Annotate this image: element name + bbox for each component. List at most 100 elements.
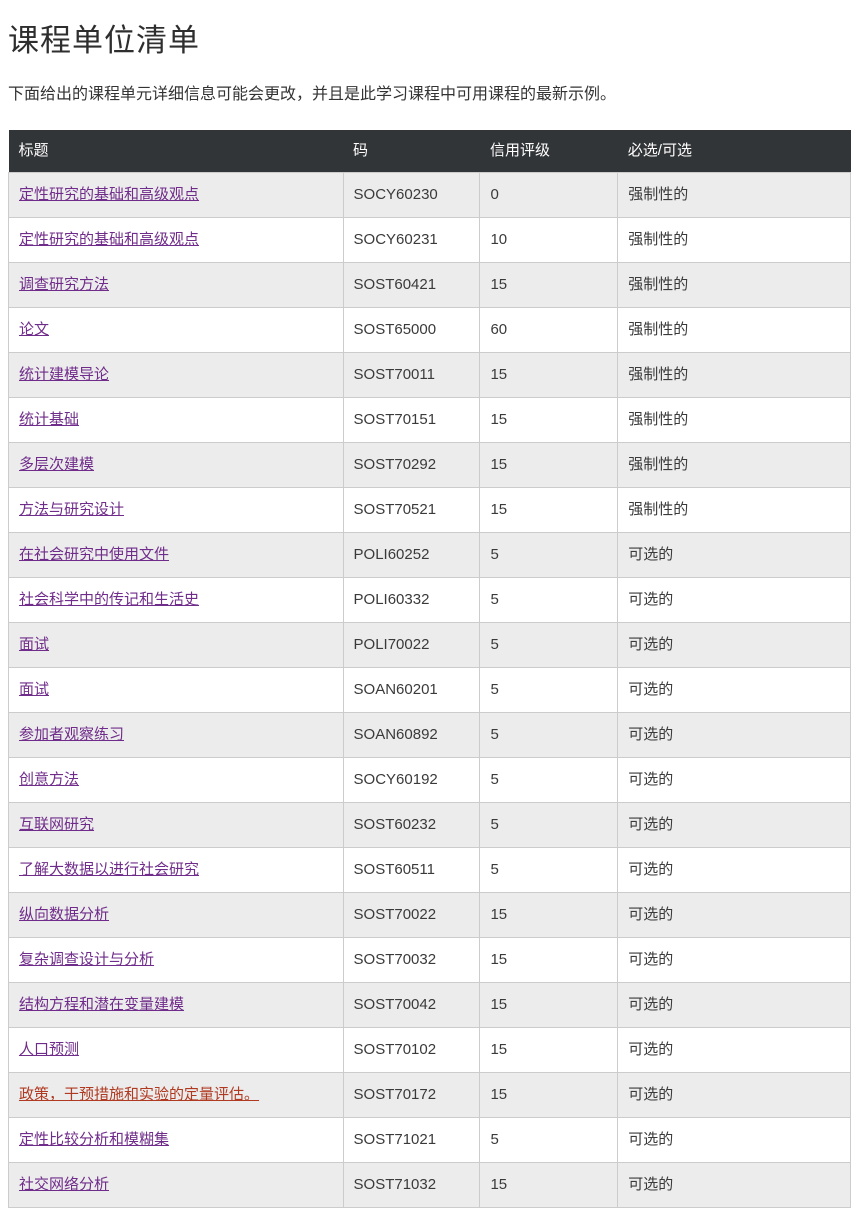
- course-code-cell: SOST70102: [342, 1027, 481, 1073]
- course-code-cell: SOAN60201: [342, 667, 481, 713]
- requirement-cell: 强制性的: [617, 172, 851, 218]
- course-title-link[interactable]: 定性比较分析和模糊集: [19, 1131, 170, 1148]
- course-title-link[interactable]: 纵向数据分析: [19, 906, 110, 923]
- course-code-cell: SOST65000: [342, 307, 481, 353]
- requirement-cell: 可选的: [617, 1072, 851, 1118]
- course-title-link[interactable]: 复杂调查设计与分析: [19, 951, 155, 968]
- course-title-cell: 在社会研究中使用文件: [8, 532, 344, 578]
- table-row: 定性研究的基础和高级观点 SOCY60231 10 强制性的: [8, 217, 851, 263]
- course-code-cell: SOST70042: [342, 982, 481, 1028]
- table-row: 创意方法 SOCY60192 5 可选的: [8, 757, 851, 803]
- credit-rating-cell: 15: [479, 442, 619, 488]
- table-row: 论文 SOST65000 60 强制性的: [8, 307, 851, 353]
- course-code-cell: SOST71032: [342, 1162, 481, 1208]
- course-title-link[interactable]: 统计建模导论: [19, 366, 110, 383]
- course-code-cell: POLI60332: [342, 577, 481, 623]
- requirement-cell: 可选的: [617, 712, 851, 758]
- course-title-cell: 论文: [8, 307, 344, 353]
- table-row: 定性研究的基础和高级观点 SOCY60230 0 强制性的: [8, 172, 851, 218]
- course-title-link[interactable]: 面试: [19, 636, 50, 653]
- course-title-link[interactable]: 创意方法: [19, 771, 80, 788]
- course-title-link[interactable]: 参加者观察练习: [19, 726, 125, 743]
- course-title-link[interactable]: 方法与研究设计: [19, 501, 125, 518]
- table-row: 在社会研究中使用文件 POLI60252 5 可选的: [8, 532, 851, 578]
- course-code-cell: SOCY60231: [342, 217, 481, 263]
- course-title-cell: 定性比较分析和模糊集: [8, 1117, 344, 1163]
- credit-rating-cell: 0: [479, 172, 619, 218]
- requirement-cell: 可选的: [617, 892, 851, 938]
- course-title-link[interactable]: 了解大数据以进行社会研究: [19, 861, 200, 878]
- requirement-cell: 可选的: [617, 1027, 851, 1073]
- credit-rating-cell: 15: [479, 892, 619, 938]
- requirement-cell: 可选的: [617, 1117, 851, 1163]
- course-title-link[interactable]: 政策，干预措施和实验的定量评估。: [19, 1086, 260, 1103]
- course-title-link[interactable]: 人口预测: [19, 1041, 80, 1058]
- requirement-cell: 可选的: [617, 757, 851, 803]
- course-title-cell: 社交网络分析: [8, 1162, 344, 1208]
- course-code-cell: SOST70022: [342, 892, 481, 938]
- requirement-cell: 可选的: [617, 982, 851, 1028]
- course-title-link[interactable]: 统计基础: [19, 411, 80, 428]
- course-code-cell: SOST70151: [342, 397, 481, 443]
- course-title-link[interactable]: 在社会研究中使用文件: [19, 546, 170, 563]
- course-title-link[interactable]: 调查研究方法: [19, 276, 110, 293]
- course-code-cell: POLI70022: [342, 622, 481, 668]
- course-title-cell: 人口预测: [8, 1027, 344, 1073]
- credit-rating-cell: 15: [479, 352, 619, 398]
- requirement-cell: 可选的: [617, 802, 851, 848]
- course-title-cell: 定性研究的基础和高级观点: [8, 217, 344, 263]
- course-code-cell: POLI60252: [342, 532, 481, 578]
- credit-rating-cell: 15: [479, 937, 619, 983]
- course-code-cell: SOAN60892: [342, 712, 481, 758]
- requirement-cell: 可选的: [617, 532, 851, 578]
- course-title-cell: 创意方法: [8, 757, 344, 803]
- course-code-cell: SOST70032: [342, 937, 481, 983]
- course-title-cell: 纵向数据分析: [8, 892, 344, 938]
- course-code-cell: SOST70172: [342, 1072, 481, 1118]
- course-table-body: 定性研究的基础和高级观点 SOCY60230 0 强制性的 定性研究的基础和高级观点 SO…: [8, 172, 851, 1208]
- course-title-link[interactable]: 定性研究的基础和高级观点: [19, 231, 200, 248]
- course-title-cell: 面试: [8, 622, 344, 668]
- column-header-credit-rating: 信用评级: [479, 130, 618, 173]
- requirement-cell: 可选的: [617, 847, 851, 893]
- credit-rating-cell: 5: [479, 802, 619, 848]
- requirement-cell: 强制性的: [617, 442, 851, 488]
- requirement-cell: 可选的: [617, 1162, 851, 1208]
- course-units-page: 课程单位清单 下面给出的课程单元详细信息可能会更改，并且是此学习课程中可用课程的…: [0, 22, 859, 1208]
- column-header-requirement: 必选/可选: [617, 130, 851, 173]
- course-title-link[interactable]: 面试: [19, 681, 50, 698]
- table-row: 人口预测 SOST70102 15 可选的: [8, 1027, 851, 1073]
- requirement-cell: 可选的: [617, 937, 851, 983]
- column-header-title: 标题: [8, 130, 344, 173]
- course-code-cell: SOCY60192: [342, 757, 481, 803]
- course-code-cell: SOST60511: [342, 847, 481, 893]
- table-row: 面试 SOAN60201 5 可选的: [8, 667, 851, 713]
- page-title: 课程单位清单: [8, 23, 200, 58]
- requirement-cell: 强制性的: [617, 262, 851, 308]
- course-title-link[interactable]: 结构方程和潜在变量建模: [19, 996, 185, 1013]
- credit-rating-cell: 5: [479, 712, 619, 758]
- course-title-cell: 社会科学中的传记和生活史: [8, 577, 344, 623]
- table-row: 复杂调查设计与分析 SOST70032 15 可选的: [8, 937, 851, 983]
- course-title-cell: 结构方程和潜在变量建模: [8, 982, 344, 1028]
- course-code-cell: SOST70292: [342, 442, 481, 488]
- table-row: 统计基础 SOST70151 15 强制性的: [8, 397, 851, 443]
- course-table-head: 标题 码 信用评级 必选/可选: [8, 130, 851, 173]
- credit-rating-cell: 10: [479, 217, 619, 263]
- credit-rating-cell: 5: [479, 757, 619, 803]
- table-row: 方法与研究设计 SOST70521 15 强制性的: [8, 487, 851, 533]
- course-title-link[interactable]: 社会科学中的传记和生活史: [19, 591, 200, 608]
- credit-rating-cell: 60: [479, 307, 619, 353]
- course-code-cell: SOST60421: [342, 262, 481, 308]
- course-title-link[interactable]: 论文: [19, 321, 50, 338]
- course-title-link[interactable]: 社交网络分析: [19, 1176, 110, 1193]
- column-header-code: 码: [343, 130, 480, 173]
- course-title-cell: 面试: [8, 667, 344, 713]
- course-title-cell: 多层次建模: [8, 442, 344, 488]
- course-title-link[interactable]: 定性研究的基础和高级观点: [19, 186, 200, 203]
- credit-rating-cell: 5: [479, 577, 619, 623]
- course-title-link[interactable]: 多层次建模: [19, 456, 95, 473]
- course-title-link[interactable]: 互联网研究: [19, 816, 95, 833]
- table-row: 统计建模导论 SOST70011 15 强制性的: [8, 352, 851, 398]
- table-row: 纵向数据分析 SOST70022 15 可选的: [8, 892, 851, 938]
